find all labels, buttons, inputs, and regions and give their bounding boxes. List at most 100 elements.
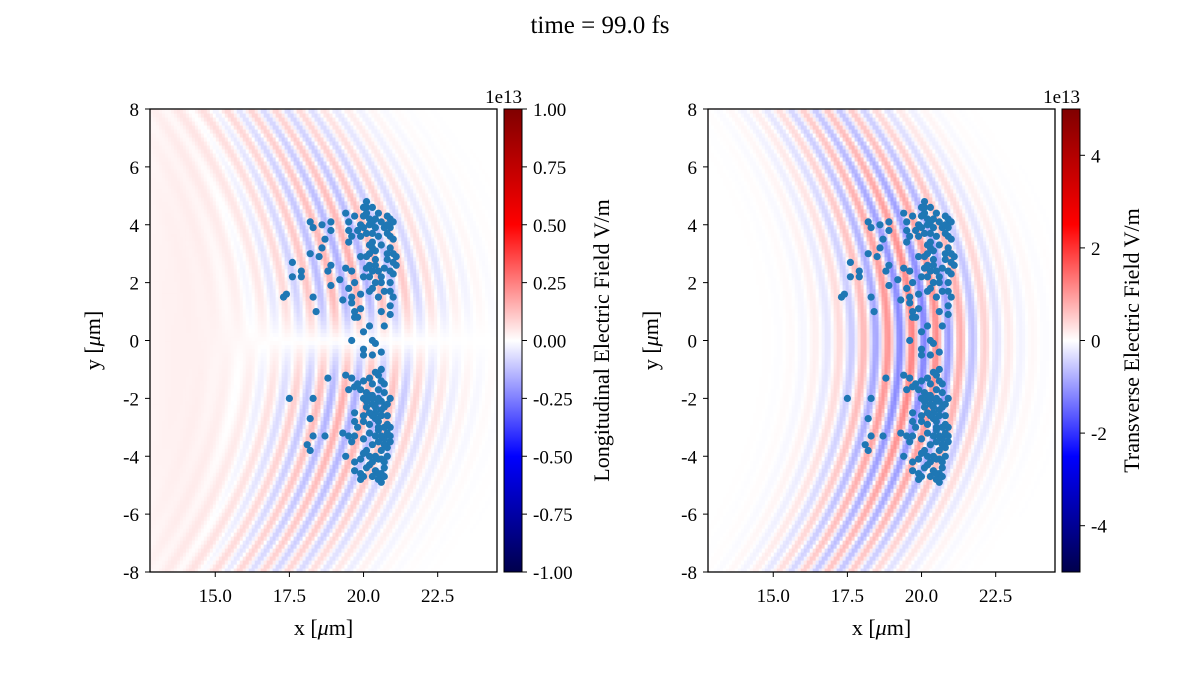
particle-point [917, 273, 926, 281]
particle-point [368, 472, 376, 481]
particle-point [923, 429, 932, 437]
particle-point [867, 293, 875, 301]
particle-point [342, 452, 350, 460]
particle-point [920, 464, 929, 472]
particle-point [288, 273, 296, 281]
particle-point [345, 218, 353, 226]
particle-point [935, 348, 943, 356]
particle-point [368, 218, 376, 226]
particle-point [932, 232, 941, 240]
colorbar-tick-label: -0.25 [533, 389, 573, 410]
particle-point [920, 403, 929, 411]
particle-point [909, 308, 917, 316]
x-tick-label: 15.0 [757, 586, 790, 607]
particle-point [371, 339, 379, 347]
particle-point [354, 423, 362, 431]
particle-point [377, 478, 385, 486]
particle-point [917, 328, 926, 336]
particle-point [935, 432, 943, 440]
particle-point [374, 438, 382, 446]
particle-point [362, 264, 371, 272]
particle-point [324, 374, 332, 382]
particle-point [944, 394, 952, 402]
particle-point [383, 221, 391, 229]
particle-point [929, 261, 938, 269]
particle-point [920, 264, 929, 272]
particle-point [342, 264, 350, 272]
particle-point [377, 348, 385, 356]
colorbar-tick-label: 0.00 [533, 332, 566, 353]
particle-point [345, 238, 353, 246]
particle-point [947, 293, 955, 301]
particle-point [929, 255, 938, 264]
particle-point [947, 235, 955, 243]
particle-point [365, 322, 374, 330]
particle-point [359, 435, 368, 443]
particle-point [912, 313, 920, 321]
colorbar-tick-label: 4 [1091, 146, 1101, 167]
particle-point [861, 441, 869, 449]
particle-point [906, 232, 914, 240]
particle-point [389, 293, 397, 301]
particle-point [929, 403, 938, 411]
particle-point [938, 287, 946, 295]
particle-point [371, 279, 379, 287]
particle-point [386, 279, 394, 287]
particle-point [923, 420, 932, 428]
particle-point [359, 328, 368, 336]
particle-point [941, 452, 949, 460]
particle-point [348, 438, 356, 446]
particle-point [365, 241, 374, 249]
x-tick-label: 20.0 [905, 586, 938, 607]
particle-point [932, 209, 941, 217]
particle-point [309, 293, 317, 301]
particle-point [327, 218, 335, 226]
particle-point [377, 241, 385, 249]
longitudinal-y-axis-label: y [μm] [80, 311, 105, 370]
y-tick-label: 2 [688, 274, 698, 295]
particle-point [917, 435, 926, 443]
particle-point [915, 290, 923, 298]
particle-point [917, 224, 926, 232]
particle-point [917, 377, 926, 385]
particle-point [380, 264, 388, 272]
particle-point [359, 351, 368, 359]
colorbar-tick-label: -4 [1091, 517, 1107, 538]
particle-point [345, 226, 353, 235]
particle-point [365, 452, 374, 460]
particle-point [368, 351, 376, 359]
particle-point [351, 467, 359, 475]
particle-point [374, 293, 382, 301]
particle-point [867, 394, 875, 402]
particle-point [351, 458, 359, 466]
particle-point [362, 464, 371, 472]
particle-point [365, 374, 374, 382]
y-tick-label: 6 [130, 158, 140, 179]
y-tick-label: -4 [123, 447, 139, 468]
particle-point [374, 267, 382, 275]
colorbar-tick-label: 0.50 [533, 216, 566, 237]
particle-point [938, 389, 946, 397]
particle-point [336, 276, 344, 284]
particle-point [389, 235, 397, 243]
particle-point [867, 224, 875, 232]
particle-point [932, 293, 941, 301]
particle-point [864, 415, 872, 423]
particle-point [386, 244, 394, 252]
particle-point [303, 441, 311, 449]
y-tick-label: 4 [130, 216, 140, 237]
particle-point [929, 339, 938, 347]
particle-point [374, 394, 382, 402]
longitudinal-x-axis-label: x [μm] [294, 615, 353, 640]
particle-point [885, 281, 893, 290]
particle-point [882, 267, 890, 275]
y-tick-label: 8 [688, 100, 698, 121]
particle-point [915, 455, 923, 463]
particle-point [843, 394, 852, 402]
particle-point [359, 412, 368, 420]
particle-point [374, 426, 382, 434]
particle-point [380, 464, 388, 472]
particle-point [944, 287, 952, 295]
particle-point [321, 235, 329, 243]
colorbar-label: Transverse Electric Field V/m [1119, 208, 1144, 473]
